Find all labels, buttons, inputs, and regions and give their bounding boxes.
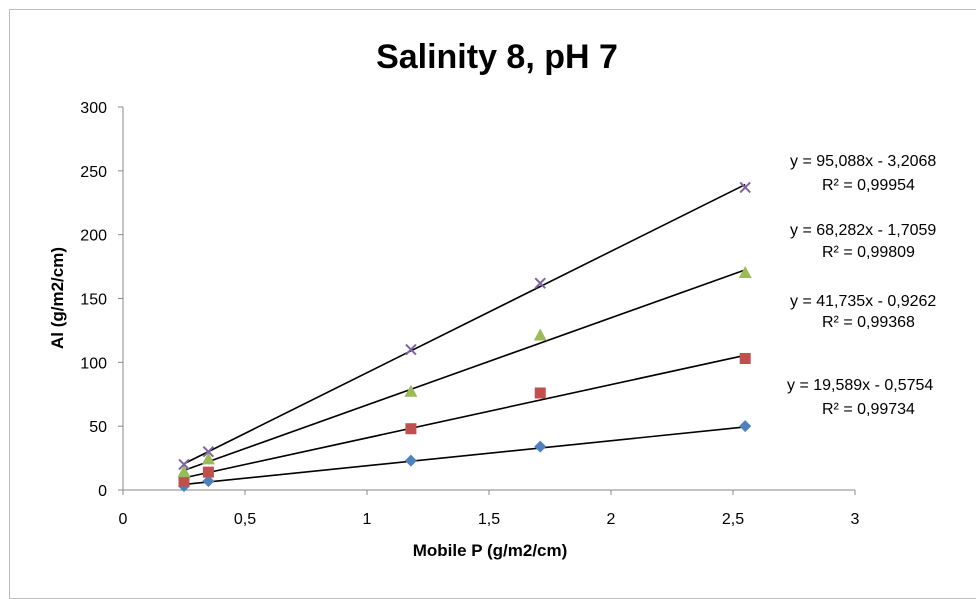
scatter-chart: Salinity 8, pH 7 Al (g/m2/cm) Mobile P (… — [48, 38, 936, 560]
data-point-square — [739, 353, 751, 365]
trendline-equation: y = 41,735x - 0,9262 — [790, 293, 936, 310]
y-axis-label: Al (g/m2/cm) — [48, 247, 67, 349]
x-tick-label: 1,5 — [478, 511, 500, 528]
data-point-x-stroke — [739, 181, 751, 194]
axes: 0 50 100 150 200 250 300 0 0,5 1 1,5 2 2,5 3 — [80, 100, 859, 528]
x-tick-label: 0 — [119, 511, 128, 528]
data-point-x-stroke — [202, 445, 215, 458]
trendline-0 — [183, 426, 746, 486]
data-point-diamond — [404, 454, 417, 467]
data-point-x-stroke — [405, 343, 417, 356]
trendline-r-squared: R² = 0,99734 — [822, 401, 915, 418]
trendline-1 — [183, 354, 746, 479]
data-markers — [177, 181, 752, 493]
data-point-square — [178, 475, 190, 487]
data-point-square — [534, 387, 546, 399]
x-tick-label: 2,5 — [722, 511, 744, 528]
data-point-triangle — [533, 328, 547, 341]
data-point-x — [405, 343, 417, 356]
x-axis-label: Mobile P (g/m2/cm) — [413, 541, 568, 560]
x-tick-label: 0,5 — [234, 511, 256, 528]
trendline-2 — [183, 269, 746, 472]
y-tick-label: 50 — [89, 419, 107, 436]
y-tick-label: 0 — [98, 483, 107, 500]
y-tick-label: 100 — [80, 355, 107, 372]
x-tick-label: 1 — [363, 511, 372, 528]
data-point-triangle — [404, 384, 418, 397]
trendline-equation: y = 19,589x - 0,5754 — [787, 377, 933, 394]
data-point-diamond — [534, 440, 547, 453]
trendline-r-squared: R² = 0,99809 — [822, 244, 915, 261]
data-point-x-stroke — [178, 458, 190, 471]
trendline-equation: y = 68,282x - 1,7059 — [790, 222, 936, 239]
data-point-triangle — [738, 265, 752, 278]
data-point-diamond — [202, 475, 215, 488]
data-point-x-stroke — [534, 277, 546, 289]
trendline-equations: y = 19,589x - 0,5754 R² = 0,99734 y = 41,7… — [787, 153, 936, 418]
data-point-x — [534, 277, 546, 289]
trendline-equation: y = 95,088x - 3,2068 — [790, 153, 936, 170]
data-point-triangle — [177, 465, 191, 478]
data-point-triangle — [201, 452, 215, 465]
trendline-r-squared: R² = 0,99954 — [822, 177, 915, 194]
x-tick-label: 3 — [851, 511, 860, 528]
data-point-square — [202, 466, 214, 478]
y-tick-label: 150 — [80, 292, 107, 309]
x-tick-label: 2 — [607, 511, 616, 528]
trendline-3 — [183, 183, 746, 465]
data-point-diamond — [739, 420, 752, 433]
data-point-x — [178, 458, 190, 471]
data-point-x — [739, 181, 751, 194]
chart-title: Salinity 8, pH 7 — [376, 38, 618, 76]
y-tick-label: 250 — [80, 164, 107, 181]
data-point-x — [202, 445, 215, 458]
y-tick-label: 200 — [80, 228, 107, 245]
trendlines — [183, 183, 746, 486]
data-point-square — [405, 423, 417, 435]
trendline-r-squared: R² = 0,99368 — [822, 314, 915, 331]
y-tick-label: 300 — [80, 100, 107, 117]
